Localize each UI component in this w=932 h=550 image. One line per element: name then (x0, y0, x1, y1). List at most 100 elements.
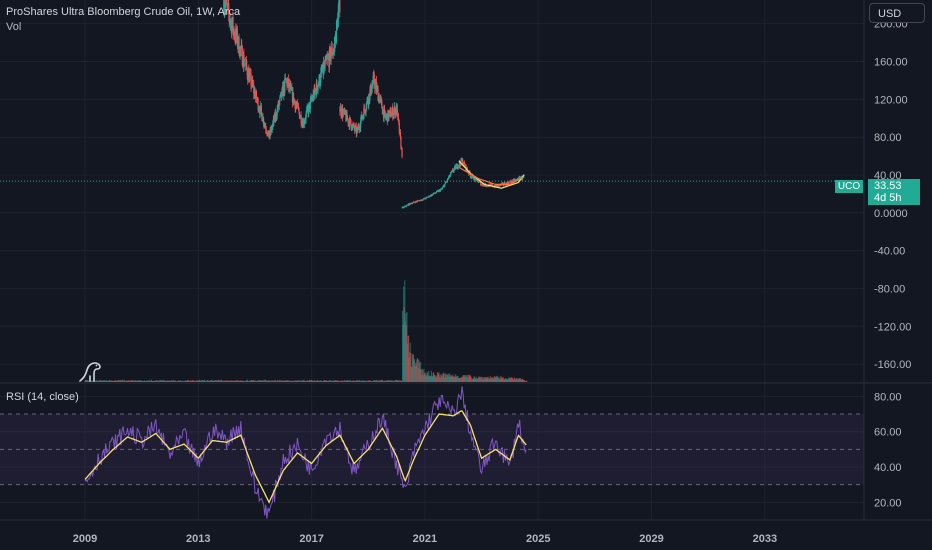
candle-body (350, 124, 352, 130)
volume-bar (264, 379, 266, 382)
candle-body (294, 99, 296, 102)
candle-body (305, 113, 307, 120)
candle-body (305, 109, 308, 114)
candle-body (342, 111, 344, 117)
candle-body (377, 88, 379, 102)
candle-body (320, 72, 322, 83)
candle-body (409, 202, 411, 205)
candle-body (404, 205, 407, 207)
candle-body (324, 60, 326, 67)
candle-body (374, 82, 376, 89)
candle-body (306, 106, 308, 110)
candle-body (393, 110, 395, 115)
candle-body (238, 36, 240, 55)
candle-body (227, 4, 229, 6)
candle-body (298, 112, 301, 119)
candle-body (480, 184, 482, 186)
volume-legend-label[interactable]: Vol (6, 21, 22, 33)
rsi-tick-label: 20.00 (874, 497, 902, 509)
candle-body (435, 190, 438, 193)
candle-body (299, 117, 301, 119)
candle-body (296, 105, 298, 107)
candle-body (511, 180, 513, 183)
rsi-tick-label: 80.00 (874, 391, 902, 403)
volume-bar (133, 379, 135, 382)
candle-body (338, 2, 340, 12)
rsi-axis[interactable]: 80.00 60.00 40.00 20.00 (874, 391, 902, 509)
candle-body (321, 71, 323, 72)
candle-body (354, 126, 356, 131)
candle-body (421, 200, 424, 201)
candle-body (419, 200, 421, 202)
candle-body (332, 51, 334, 55)
candle-body (334, 42, 336, 44)
curve-drawing (458, 160, 525, 189)
candle-body (373, 74, 375, 84)
candle-body (451, 170, 453, 173)
candle-body (268, 136, 271, 139)
candle-body (344, 109, 346, 115)
candle-body (284, 77, 286, 93)
candle-body (295, 104, 297, 106)
candle-body (371, 85, 373, 93)
candle-body (313, 87, 315, 99)
candle-body (349, 118, 351, 120)
candle-body (260, 105, 262, 107)
candle-body (447, 177, 450, 180)
candle-body (241, 46, 243, 66)
bar-countdown: 4d 5h (874, 192, 902, 204)
price-tick-label: -80.00 (874, 283, 905, 295)
candle-body (323, 64, 325, 74)
candle-body (396, 104, 398, 118)
last-price: 33.53 (874, 180, 902, 192)
candle-body (350, 119, 352, 125)
volume-bar (257, 379, 259, 382)
candle-body (397, 113, 399, 119)
candle-body (429, 196, 431, 198)
candle-body (224, 7, 226, 9)
candle-body (285, 78, 287, 80)
currency-button[interactable]: USD (869, 3, 925, 23)
rsi-legend-label[interactable]: RSI (14, close) (6, 391, 79, 403)
candle-body (481, 184, 483, 186)
candle-body (376, 87, 378, 92)
candle-body (290, 85, 292, 87)
rsi-ma-line (84, 410, 527, 504)
volume-bar (301, 380, 303, 382)
candle-body (460, 158, 462, 165)
candle-body (452, 171, 455, 172)
candle-body (463, 161, 465, 165)
volume-bar (317, 380, 319, 382)
candle-body (353, 123, 355, 128)
candle-body (398, 123, 400, 133)
candle-body (335, 20, 338, 43)
volume-bar (150, 379, 153, 382)
candle-body (319, 82, 321, 86)
candle-body (450, 172, 452, 176)
time-tick-label: 2021 (413, 533, 437, 545)
candle-body (356, 130, 358, 135)
candle-body (514, 180, 516, 182)
time-axis[interactable]: 2009 2013 2017 2021 2025 2029 2033 (73, 533, 777, 545)
candle-body (444, 184, 446, 187)
candle-body (403, 206, 406, 208)
price-axis[interactable]: 200.00160.00120.0080.0040.000.0000-40.00… (874, 19, 911, 371)
candle-body (250, 85, 253, 87)
price-tick-label: 40.00 (874, 170, 902, 182)
candle-body (270, 127, 272, 133)
candle-body (477, 182, 480, 184)
price-tick-label: 80.00 (874, 132, 902, 144)
volume-bar (526, 380, 528, 382)
candle-body (248, 74, 250, 83)
last-price-tag: 33.53 4d 5h (868, 179, 920, 205)
symbol-legend-title[interactable]: ProShares Ultra Bloomberg Crude Oil, 1W,… (6, 6, 241, 18)
volume-bar (466, 374, 469, 382)
candle-body (246, 68, 248, 76)
candle-body (321, 69, 323, 72)
candle-body (304, 119, 307, 121)
candle-body (434, 192, 437, 194)
candle-body (401, 147, 403, 158)
candle-body (307, 106, 309, 109)
time-tick-label: 2025 (526, 533, 550, 545)
